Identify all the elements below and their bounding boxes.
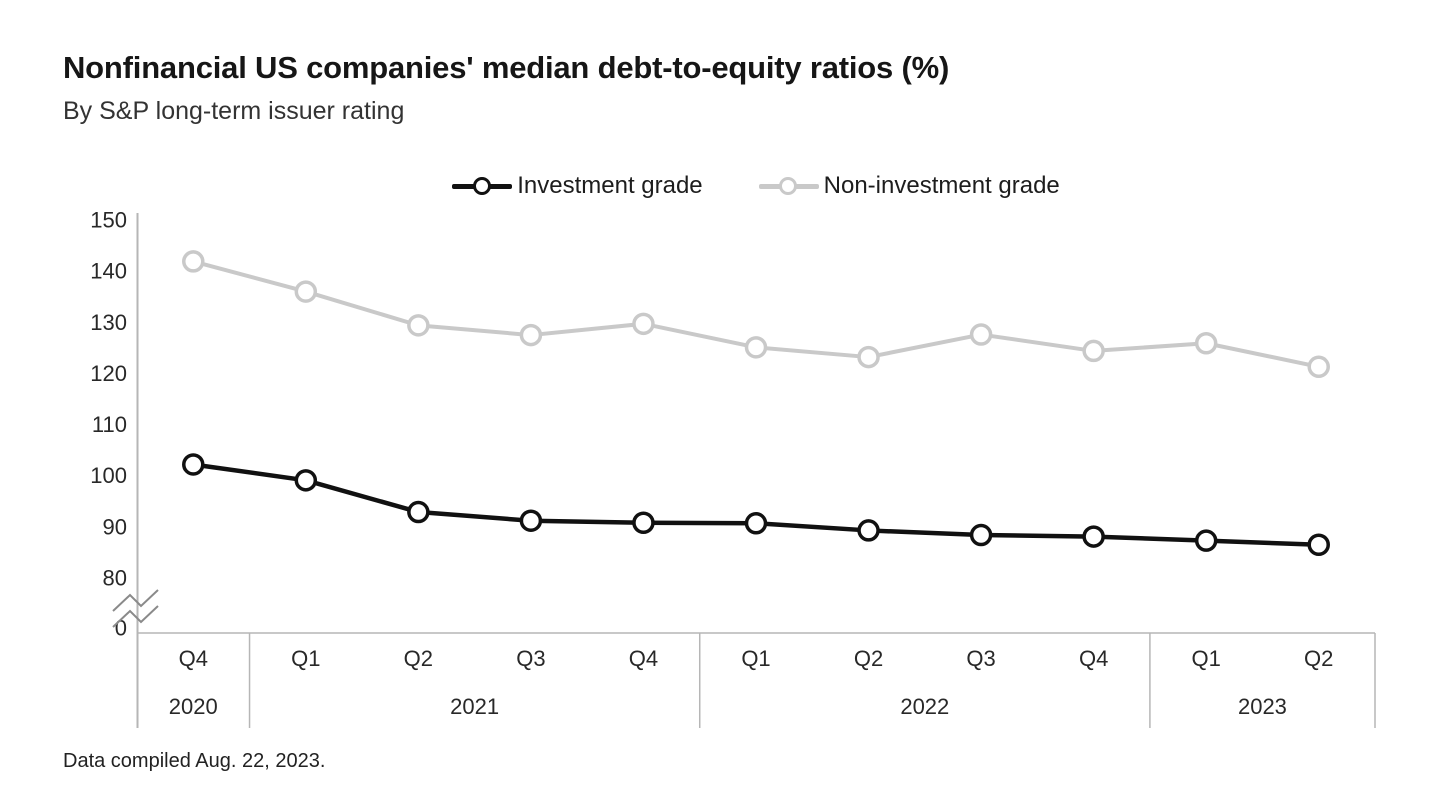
x-quarter-label-6: Q2 bbox=[854, 646, 883, 671]
chart-subtitle: By S&P long-term issuer rating bbox=[63, 97, 405, 125]
legend-marker-investment-grade bbox=[452, 175, 513, 197]
x-year-label-2020: 2020 bbox=[169, 694, 218, 719]
data-point-non-investment-grade-10 bbox=[1307, 355, 1330, 379]
data-point-investment-grade-1 bbox=[294, 469, 318, 492]
data-point-non-investment-grade-9 bbox=[1194, 332, 1218, 355]
data-point-non-investment-grade-7 bbox=[969, 323, 993, 346]
data-point-non-investment-grade-6 bbox=[857, 345, 880, 369]
x-quarter-label-7: Q3 bbox=[966, 646, 995, 671]
y-tick-label-100: 100 bbox=[90, 463, 127, 488]
data-point-investment-grade-3 bbox=[519, 509, 543, 532]
x-quarter-label-5: Q1 bbox=[741, 646, 770, 671]
x-quarter-label-1: Q1 bbox=[291, 646, 320, 671]
legend-circle-icon bbox=[779, 176, 798, 195]
legend-item-investment-grade: Investment grade bbox=[452, 172, 703, 200]
data-point-non-investment-grade-0 bbox=[182, 250, 205, 273]
data-point-non-investment-grade-1 bbox=[294, 280, 318, 303]
data-point-investment-grade-0 bbox=[182, 453, 205, 476]
x-quarter-label-8: Q4 bbox=[1079, 646, 1108, 671]
x-quarter-label-9: Q1 bbox=[1192, 646, 1221, 671]
x-quarter-label-10: Q2 bbox=[1304, 646, 1333, 671]
y-tick-label-130: 130 bbox=[90, 310, 127, 335]
data-point-investment-grade-5 bbox=[744, 512, 768, 535]
x-year-label-2022: 2022 bbox=[900, 694, 949, 719]
data-point-investment-grade-7 bbox=[969, 523, 993, 547]
y-tick-label-80: 80 bbox=[103, 566, 127, 591]
x-year-label-2021: 2021 bbox=[450, 694, 499, 719]
x-quarter-label-4: Q4 bbox=[629, 646, 658, 671]
y-tick-label-140: 140 bbox=[90, 259, 127, 284]
y-tick-label-90: 90 bbox=[103, 514, 127, 539]
y-tick-label-110: 110 bbox=[92, 412, 127, 437]
data-point-non-investment-grade-3 bbox=[519, 323, 543, 347]
y-axis-break-icon-2 bbox=[112, 605, 159, 628]
data-point-investment-grade-2 bbox=[407, 500, 430, 524]
data-point-investment-grade-10 bbox=[1307, 533, 1330, 557]
data-point-non-investment-grade-2 bbox=[407, 314, 430, 337]
data-point-non-investment-grade-4 bbox=[632, 312, 655, 336]
data-point-investment-grade-6 bbox=[857, 519, 880, 542]
y-tick-label-150: 150 bbox=[90, 208, 127, 233]
data-point-investment-grade-4 bbox=[632, 511, 655, 535]
footnote: Data compiled Aug. 22, 2023. bbox=[63, 750, 326, 772]
legend-label-non-investment-grade: Non-investment grade bbox=[823, 172, 1060, 199]
data-point-investment-grade-8 bbox=[1082, 525, 1105, 548]
legend: Investment grade Non-investment grade bbox=[137, 170, 1375, 202]
data-point-investment-grade-9 bbox=[1194, 529, 1218, 552]
data-point-non-investment-grade-8 bbox=[1082, 339, 1105, 363]
legend-circle-icon bbox=[472, 176, 491, 195]
x-year-label-2023: 2023 bbox=[1238, 694, 1287, 719]
chart-title: Nonfinancial US companies' median debt-t… bbox=[63, 50, 950, 85]
data-point-non-investment-grade-5 bbox=[744, 336, 768, 359]
x-quarter-label-0: Q4 bbox=[179, 646, 208, 671]
legend-item-non-investment-grade: Non-investment grade bbox=[758, 172, 1060, 200]
legend-label-investment-grade: Investment grade bbox=[517, 172, 703, 199]
x-quarter-label-2: Q2 bbox=[404, 646, 433, 671]
y-tick-label-120: 120 bbox=[90, 361, 127, 386]
legend-marker-non-investment-grade bbox=[758, 175, 819, 197]
y-axis-break-icon-1 bbox=[112, 589, 159, 612]
x-quarter-label-3: Q3 bbox=[516, 646, 545, 671]
